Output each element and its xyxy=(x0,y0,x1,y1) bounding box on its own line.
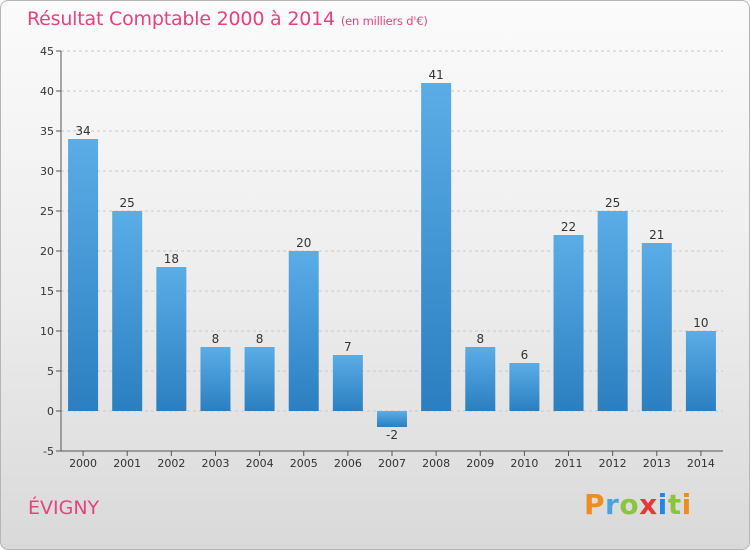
y-tick-label: 20 xyxy=(40,245,54,258)
x-tick-label: 2003 xyxy=(201,457,229,470)
data-label: 8 xyxy=(212,332,220,346)
data-label: 6 xyxy=(521,348,529,362)
y-tick-label: 25 xyxy=(40,205,54,218)
data-label: 7 xyxy=(344,340,352,354)
y-tick-label: 5 xyxy=(47,365,54,378)
unit-label: (en milliers d'€) xyxy=(340,14,428,28)
chart-title-text: Résultat Comptable 2000 à 2014 xyxy=(27,8,335,30)
bar xyxy=(421,83,452,411)
x-tick-label: 2006 xyxy=(334,457,362,470)
data-label: 25 xyxy=(120,196,135,210)
data-label: 25 xyxy=(605,196,620,210)
data-label: 8 xyxy=(256,332,264,346)
data-label: 20 xyxy=(296,236,311,250)
y-tick-label: -5 xyxy=(43,445,54,458)
bar xyxy=(244,347,275,411)
x-tick-label: 2002 xyxy=(157,457,185,470)
x-tick-label: 2007 xyxy=(378,457,406,470)
x-tick-label: 2005 xyxy=(290,457,318,470)
bar xyxy=(509,363,540,411)
bar xyxy=(377,411,407,427)
data-label: 34 xyxy=(75,124,90,138)
bar xyxy=(685,331,716,411)
x-tick-label: 2011 xyxy=(555,457,583,470)
y-tick-label: 30 xyxy=(40,165,54,178)
bar xyxy=(553,235,584,411)
chart-title: Résultat Comptable 2000 à 2014 (en millie… xyxy=(27,8,428,30)
y-tick-label: 35 xyxy=(40,125,54,138)
y-tick-label: 0 xyxy=(47,405,54,418)
y-tick-label: 45 xyxy=(40,45,54,58)
x-tick-label: 2000 xyxy=(69,457,97,470)
x-tick-label: 2008 xyxy=(422,457,450,470)
x-tick-label: 2004 xyxy=(246,457,274,470)
bar xyxy=(200,347,231,411)
commune-name: ÉVIGNY xyxy=(28,497,100,519)
data-label: 18 xyxy=(164,252,179,266)
bar xyxy=(156,267,187,411)
data-label: 21 xyxy=(649,228,664,242)
data-label: -2 xyxy=(386,428,398,442)
x-tick-label: 2012 xyxy=(599,457,627,470)
bar xyxy=(597,211,628,411)
bar xyxy=(68,139,99,411)
data-label: 10 xyxy=(693,316,708,330)
y-tick-label: 15 xyxy=(40,285,54,298)
proxiti-logo: Proxiti xyxy=(584,488,692,521)
bar xyxy=(112,211,143,411)
x-tick-label: 2010 xyxy=(510,457,538,470)
bar xyxy=(641,243,672,411)
data-label: 8 xyxy=(476,332,484,346)
data-label: 22 xyxy=(561,220,576,234)
x-tick-label: 2014 xyxy=(687,457,715,470)
bar xyxy=(332,355,363,411)
x-tick-label: 2001 xyxy=(113,457,141,470)
bar xyxy=(465,347,496,411)
data-label: 41 xyxy=(428,68,443,82)
bar xyxy=(288,251,319,411)
y-tick-label: 40 xyxy=(40,85,54,98)
x-tick-label: 2013 xyxy=(643,457,671,470)
y-tick-label: 10 xyxy=(40,325,54,338)
x-tick-label: 2009 xyxy=(466,457,494,470)
